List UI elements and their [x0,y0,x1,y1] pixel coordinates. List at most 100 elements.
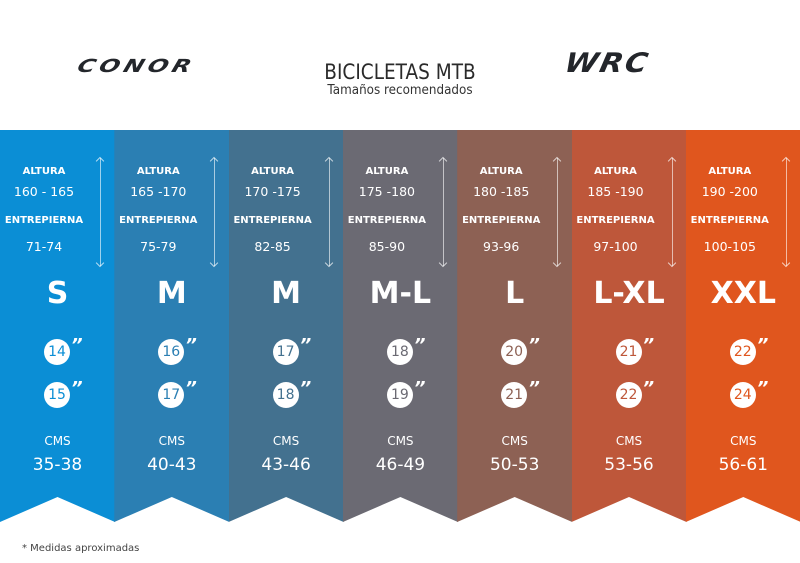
wheel-size: 17 [276,344,295,360]
wheel-size: 22 [733,344,752,360]
height-range: 160 - 165 [13,184,75,199]
size-column-5: ALTURA 185 -190 ENTREPIERNA 97-100 L-XL … [571,130,687,522]
cms-label: CMS [272,434,300,448]
double-arrow-icon [442,158,444,266]
double-arrow-icon [671,158,673,266]
size-letter: L [505,276,525,311]
wheel-size-badge: 21” [615,335,654,365]
frame-cms: 46-49 [375,455,426,475]
wheel-size: 18 [276,387,295,403]
height-label: ALTURA [365,166,409,177]
frame-cms: 43-46 [261,455,311,475]
height-label: ALTURA [708,166,752,177]
wheel-size-badge: 21” [501,378,540,408]
size-column-1: ALTURA 165 -170 ENTREPIERNA 75-79 M 16” … [114,130,230,522]
double-arrow-icon [328,158,330,266]
inseam-label: ENTREPIERNA [4,215,84,226]
height-label: ALTURA [479,166,523,177]
size-column-0: ALTURA 160 - 165 ENTREPIERNA 71-74 S 14 ”… [0,130,115,522]
cms-label: CMS [501,434,528,448]
inch-mark: ” [756,335,769,356]
wheel-size-badge: 19” [386,378,425,408]
inseam-range: 93-96 [483,239,520,254]
inseam-label: ENTREPIERNA [576,215,655,226]
inch-mark: ” [71,378,83,399]
wheel-size: 19 [390,387,409,403]
inch-mark: ” [299,335,312,356]
wheel-size-badge: 17” [272,335,311,365]
wheel-size-badge: 24” [729,378,768,408]
wheel-size: 15 [48,387,66,403]
inseam-range: 85-90 [368,239,406,254]
wheel-size: 14 [48,344,66,360]
frame-cms: 56-61 [718,455,768,475]
inch-mark: ” [299,378,312,399]
size-letter: M [156,276,187,311]
height-label: ALTURA [251,166,295,177]
inseam-range: 82-85 [254,239,291,254]
inseam-label: ENTREPIERNA [347,215,427,226]
inseam-label: ENTREPIERNA [462,215,541,226]
double-arrow-icon [785,158,787,266]
inch-mark: ” [528,378,540,399]
cms-label: CMS [158,434,185,448]
wheel-size-badge: 18” [272,378,311,408]
inch-mark: ” [185,335,197,356]
footnote: * Medidas aproximadas [22,543,140,554]
double-arrow-icon [100,158,101,266]
height-range: 190 -200 [701,184,758,199]
inseam-range: 97-100 [593,239,638,254]
inch-mark: ” [185,378,197,399]
inseam-label: ENTREPIERNA [690,215,769,226]
size-letter: S [46,276,69,311]
height-range: 180 -185 [473,184,530,199]
cms-label: CMS [387,434,414,448]
wheel-size-badge: 15 ” [44,378,83,408]
wheel-size-badge: 22” [729,335,768,365]
wheel-size: 17 [162,387,181,403]
frame-cms: 53-56 [604,455,654,475]
inseam-range: 71-74 [25,239,63,254]
wheel-size-badge: 22” [615,378,654,408]
height-label: ALTURA [136,166,180,177]
wheel-size: 24 [733,387,752,403]
inch-mark: ” [413,378,426,399]
wheel-size: 21 [619,344,638,360]
frame-cms: 35-38 [32,455,83,475]
inch-mark: ” [642,378,655,399]
size-letter: XXL [710,276,776,311]
page-title: BICICLETAS MTB [324,60,476,84]
cms-label: CMS [44,434,71,448]
size-column-4: ALTURA 180 -185 ENTREPIERNA 93-96 L 20” … [457,130,573,522]
wheel-size-badge: 20” [501,335,540,365]
height-range: 185 -190 [587,184,644,199]
size-column-6: ALTURA 190 -200 ENTREPIERNA 100-105 XXL … [685,130,800,522]
cms-label: CMS [615,434,643,448]
page-subtitle: Tamaños recomendados [327,83,473,98]
cms-label: CMS [730,434,757,448]
wheel-size: 16 [162,344,181,360]
inseam-label: ENTREPIERNA [233,215,312,226]
inch-mark: ” [71,335,83,356]
height-range: 165 -170 [130,184,187,199]
size-letter: M-L [369,276,432,311]
size-letter: M [271,276,302,311]
wheel-size-badge: 16” [158,335,197,365]
size-column-2: ALTURA 170 -175 ENTREPIERNA 82-85 M 17” … [228,130,344,522]
wrc-logo: WRC [561,47,653,80]
frame-cms: 40-43 [147,455,197,475]
inseam-range: 75-79 [140,239,177,254]
frame-cms: 50-53 [489,455,540,475]
double-arrow-icon [214,158,216,266]
inseam-range: 100-105 [703,239,756,254]
double-arrow-icon [557,158,559,266]
height-range: 175 -180 [358,184,415,199]
inch-mark: ” [756,378,769,399]
wheel-size-badge: 14 ” [44,335,83,365]
height-label: ALTURA [22,166,66,177]
inch-mark: ” [413,335,426,356]
size-letter: L-XL [593,276,665,311]
wheel-size: 22 [619,387,638,403]
height-label: ALTURA [594,166,637,177]
inseam-label: ENTREPIERNA [119,215,198,226]
